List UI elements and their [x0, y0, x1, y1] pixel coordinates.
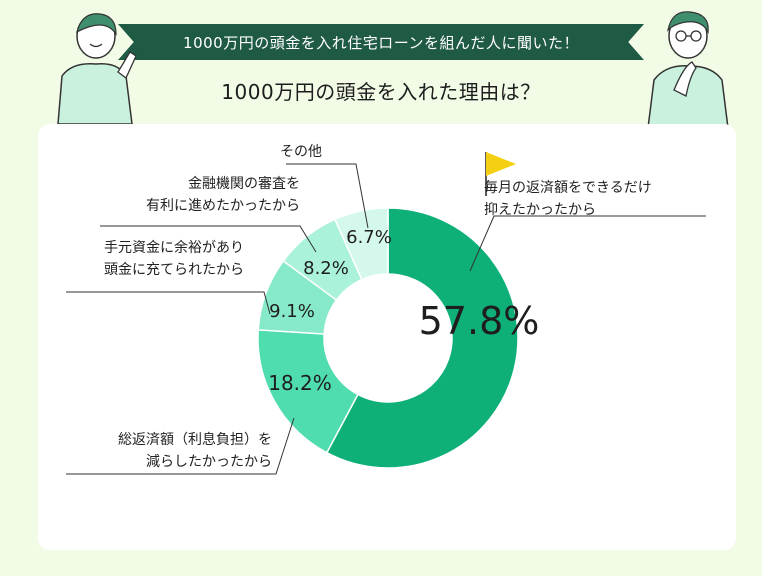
- value-label-2: 9.1%: [269, 301, 315, 322]
- leader-line-3: [100, 225, 317, 253]
- value-label-3: 8.2%: [303, 258, 349, 279]
- slice-0: [325, 207, 519, 469]
- person-thinking-icon: [647, 11, 729, 128]
- person-pointing-icon: [57, 13, 137, 124]
- leader-line-4: [286, 163, 369, 229]
- banner-text: 1000万円の頭金を入れ住宅ローンを組んだ人に聞いた！: [183, 33, 579, 52]
- value-label-0: 57.8%: [419, 299, 540, 343]
- category-label-3-line-1: 有利に進めたかったから: [146, 198, 300, 214]
- title-banner: 1000万円の頭金を入れ住宅ローンを組んだ人に聞いた！: [118, 24, 644, 60]
- category-label-0-line-0: 毎月の返済額をできるだけ: [484, 180, 652, 196]
- category-label-2-line-0: 手元資金に余裕があり: [104, 239, 244, 256]
- slice-4: [333, 207, 389, 281]
- category-label-3-line-0: 金融機関の審査を: [188, 176, 300, 192]
- donut-chart: 毎月の返済額をできるだけ抑えたかったから総返済額（利息負担）を減らしたかったから…: [66, 144, 706, 475]
- chart-card: 毎月の返済額をできるだけ 抑えたかったから総返済額（利息負担）を減らしたかったから…: [38, 124, 736, 550]
- flag-icon: [485, 152, 516, 196]
- chart-subtitle: 1000万円の頭金を入れた理由は？: [221, 80, 541, 104]
- value-label-1: 18.2%: [268, 371, 332, 395]
- category-label-1-line-1: 減らしたかったから: [146, 453, 272, 470]
- category-label-1-line-0: 総返済額（利息負担）を: [118, 431, 272, 448]
- leader-line-1: [66, 417, 295, 475]
- leader-line-2: [66, 291, 271, 315]
- category-label-4-line-0: その他: [280, 144, 322, 160]
- category-label-0-line-1: 抑えたかったから: [484, 202, 596, 218]
- leader-line-0: [469, 215, 706, 272]
- category-label-2-line-1: 頭金に充てられたから: [104, 262, 244, 278]
- value-label-4: 6.7%: [346, 227, 392, 248]
- slice-1: [257, 329, 359, 454]
